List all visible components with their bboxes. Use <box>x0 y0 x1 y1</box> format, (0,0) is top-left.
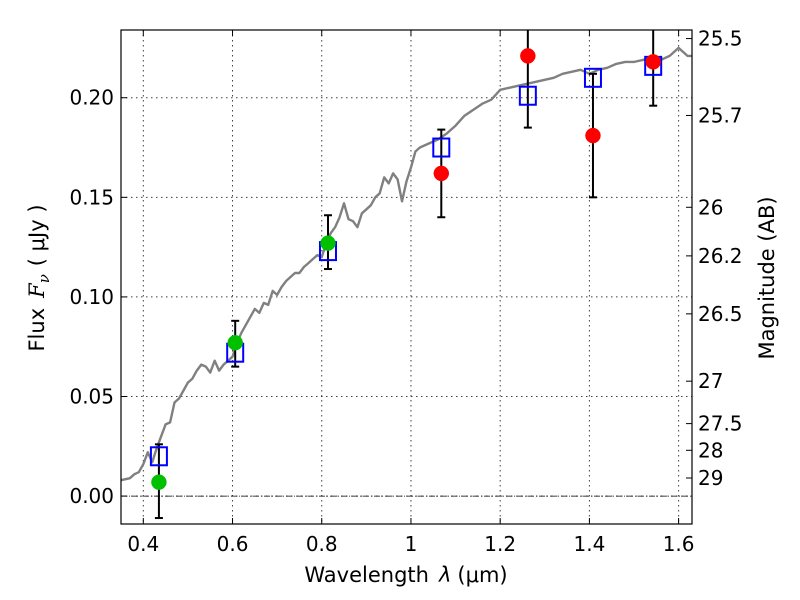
plot-frame <box>120 29 693 525</box>
magnitude-tick-label: 25.5 <box>698 27 743 51</box>
data-point-marker <box>320 235 336 251</box>
model-square-marker <box>518 85 537 106</box>
x-tick-label: 1 <box>405 532 418 556</box>
data-point-marker <box>151 474 167 490</box>
magnitude-axis-title: Magnitude (AB) <box>755 196 779 359</box>
grid <box>121 30 692 524</box>
magnitude-tick-label: 25.7 <box>698 103 743 127</box>
y-axis-title-subscript: ν <box>35 274 53 283</box>
magnitude-tick-label: 26.5 <box>698 302 743 326</box>
y-tick-label: 0.20 <box>69 86 114 110</box>
model-spectrum <box>120 46 692 482</box>
y-tick-label: 0.05 <box>69 385 114 409</box>
magnitude-axis-ticks: 25.5 25.7 26 26.2 26.5 27 27.528 29 <box>686 27 743 490</box>
magnitude-tick-label: 29 <box>698 466 723 490</box>
y-axis-ticks: 0.00 0.05 0.10 0.15 0.20 <box>69 86 127 508</box>
y-axis-title-text: Flux <box>25 308 49 352</box>
x-tick-label: 1.6 <box>663 532 695 556</box>
x-axis-title-symbol: λ <box>438 563 451 587</box>
model-square-marker <box>432 137 451 158</box>
x-tick-label: 1.2 <box>484 532 516 556</box>
data-markers <box>149 48 663 490</box>
x-tick-label: 0.4 <box>127 532 159 556</box>
y-tick-label: 0.00 <box>69 484 114 508</box>
y-tick-label: 0.15 <box>69 185 114 209</box>
magnitude-tick-label: 26.2 <box>698 244 743 268</box>
model-square-marker <box>583 67 602 88</box>
data-point-marker <box>227 334 243 351</box>
y-tick-label: 0.10 <box>69 285 114 309</box>
magnitude-tick-label: 26 <box>698 195 723 219</box>
data-point-marker <box>585 127 601 144</box>
x-axis-title-unit: (μm) <box>457 563 507 587</box>
data-point-marker <box>520 48 536 64</box>
magnitude-tick-label: 27 <box>698 369 723 393</box>
y-axis-title: Flux Fν ( μJy ) <box>25 204 53 351</box>
model-square-marker <box>149 446 168 467</box>
x-tick-label: 0.6 <box>217 532 249 556</box>
y-axis-title-symbol: F <box>25 282 49 299</box>
magnitude-tick-label: 27.5 <box>698 412 743 436</box>
y-axis-title-unit: ( μJy ) <box>25 204 49 266</box>
magnitude-tick-label: 28 <box>698 438 723 462</box>
model-spectrum-line <box>120 46 692 482</box>
error-bars <box>154 30 658 520</box>
x-tick-label: 1.4 <box>573 532 605 556</box>
x-axis-title-text: Wavelength <box>304 563 429 587</box>
x-tick-label: 0.8 <box>306 532 338 556</box>
data-point-marker <box>433 165 450 182</box>
x-axis-title: Wavelength λ (μm) <box>304 563 507 587</box>
data-point-marker <box>645 54 661 70</box>
x-axis-ticks: 0.4 0.6 0.8 1 1.2 1.4 1.6 <box>127 30 695 556</box>
